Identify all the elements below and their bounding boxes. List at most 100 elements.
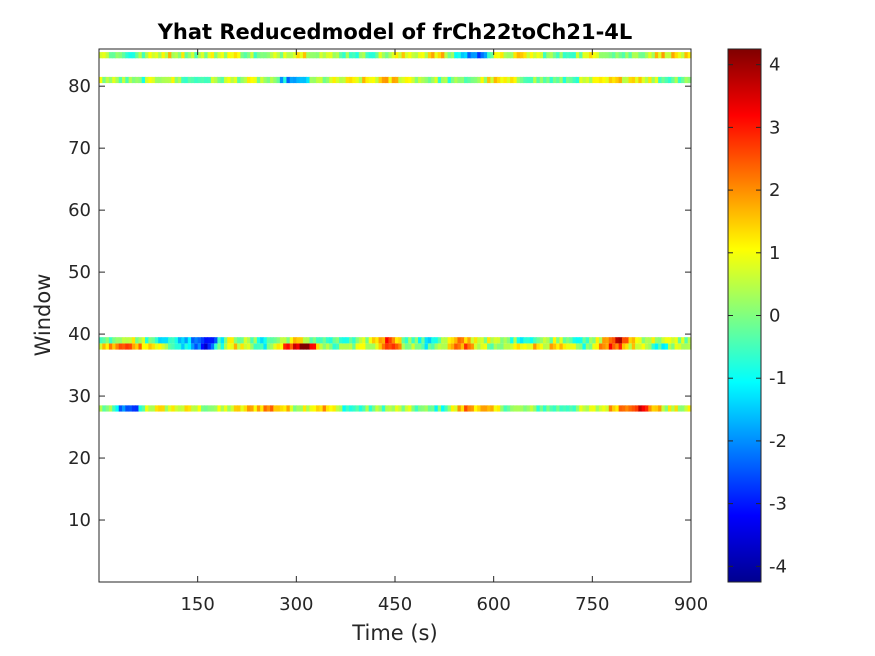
heatmap-cell <box>237 343 242 350</box>
heatmap-cell <box>464 343 468 350</box>
heatmap-cell <box>681 405 686 412</box>
heatmap-cell <box>388 76 393 84</box>
heatmap-cell <box>523 405 528 412</box>
heatmap-cell <box>253 405 258 412</box>
heatmap-cell <box>684 405 689 412</box>
heatmap-cell <box>552 337 557 344</box>
heatmap-cell <box>575 76 580 84</box>
heatmap-cell <box>671 337 676 344</box>
heatmap-cell <box>674 405 679 412</box>
heatmap-cell <box>648 337 653 344</box>
x-tick-label: 600 <box>476 594 510 615</box>
heatmap-cell <box>260 52 265 59</box>
heatmap-cell <box>266 405 271 412</box>
heatmap-cell <box>108 337 113 344</box>
heatmap-cell <box>296 52 301 59</box>
heatmap-cell <box>168 76 172 84</box>
heatmap-cell <box>513 337 518 344</box>
heatmap-cell <box>306 337 311 344</box>
heatmap-cell <box>391 76 396 84</box>
y-tick-label: 20 <box>68 448 91 469</box>
heatmap-cell <box>368 343 373 350</box>
heatmap-cell <box>358 337 363 344</box>
heatmap-cell <box>309 337 314 344</box>
heatmap-cell <box>533 343 538 350</box>
heatmap-cell <box>533 337 538 344</box>
heatmap-cell <box>651 52 656 59</box>
heatmap-cell <box>102 343 107 350</box>
heatmap-cell <box>158 337 163 344</box>
heatmap-cell <box>441 405 445 412</box>
heatmap-cell <box>582 343 587 350</box>
heatmap-cell <box>579 337 584 344</box>
heatmap-cell <box>220 343 225 350</box>
heatmap-cell <box>454 343 459 350</box>
heatmap-cell <box>510 337 514 344</box>
heatmap-cell <box>217 52 222 59</box>
heatmap-cell <box>618 337 623 344</box>
heatmap-cell <box>355 405 360 412</box>
heatmap-cell <box>562 405 567 412</box>
heatmap-cell <box>319 52 324 59</box>
heatmap-cell <box>148 52 153 59</box>
heatmap-cell <box>214 76 218 84</box>
heatmap-cell <box>424 405 429 412</box>
heatmap-cell <box>572 343 577 350</box>
heatmap-cell <box>483 76 488 84</box>
heatmap-cell <box>296 76 301 84</box>
heatmap-cell <box>345 343 350 350</box>
heatmap-cell <box>654 337 659 344</box>
heatmap-cell <box>618 52 623 59</box>
heatmap-cell <box>592 76 597 84</box>
heatmap-cell <box>177 337 182 344</box>
heatmap-cell <box>628 52 633 59</box>
heatmap-cell <box>592 343 597 350</box>
heatmap-cell <box>414 343 419 350</box>
heatmap-cell <box>424 337 429 344</box>
heatmap-cell <box>608 337 613 344</box>
heatmap-cell <box>500 52 505 59</box>
heatmap-cell <box>559 76 564 84</box>
heatmap-cell <box>299 343 304 350</box>
heatmap-cell <box>539 76 544 84</box>
heatmap-cell <box>375 52 380 59</box>
heatmap-cell <box>566 76 570 84</box>
heatmap-cell <box>191 76 195 84</box>
heatmap-cell <box>536 76 541 84</box>
heatmap-cell <box>102 52 107 59</box>
heatmap-cell <box>260 405 265 412</box>
heatmap-cell <box>467 76 472 84</box>
heatmap-cell <box>418 52 422 59</box>
heatmap-cell <box>431 52 436 59</box>
heatmap-cell <box>177 343 182 350</box>
heatmap-cell <box>112 76 117 84</box>
heatmap-cell <box>174 343 179 350</box>
heatmap-cell <box>612 76 616 84</box>
heatmap-cell <box>270 405 274 412</box>
heatmap-cell <box>598 76 603 84</box>
heatmap-cell <box>549 405 554 412</box>
heatmap-cell <box>477 343 482 350</box>
heatmap-cell <box>552 405 557 412</box>
heatmap-cell <box>500 76 505 84</box>
heatmap-cell <box>230 76 235 84</box>
heatmap-cell <box>395 405 399 412</box>
heatmap-cell <box>223 337 228 344</box>
heatmap-cell <box>273 52 278 59</box>
heatmap-cell <box>644 52 649 59</box>
heatmap-cell <box>181 343 186 350</box>
heatmap-cell <box>625 337 630 344</box>
heatmap-cell <box>273 337 278 344</box>
heatmap-cell <box>667 337 672 344</box>
heatmap-cell <box>102 405 107 412</box>
heatmap-cell <box>644 343 649 350</box>
heatmap-cell <box>371 337 376 344</box>
colorbar-tick-label: -4 <box>769 556 787 577</box>
heatmap-cell <box>533 52 538 59</box>
heatmap-cell <box>398 52 403 59</box>
heatmap-cell <box>227 52 232 59</box>
colorbar-tick-label: 4 <box>769 55 780 76</box>
heatmap-cell <box>122 405 126 412</box>
heatmap-cell <box>243 343 248 350</box>
heatmap-cell <box>404 76 409 84</box>
